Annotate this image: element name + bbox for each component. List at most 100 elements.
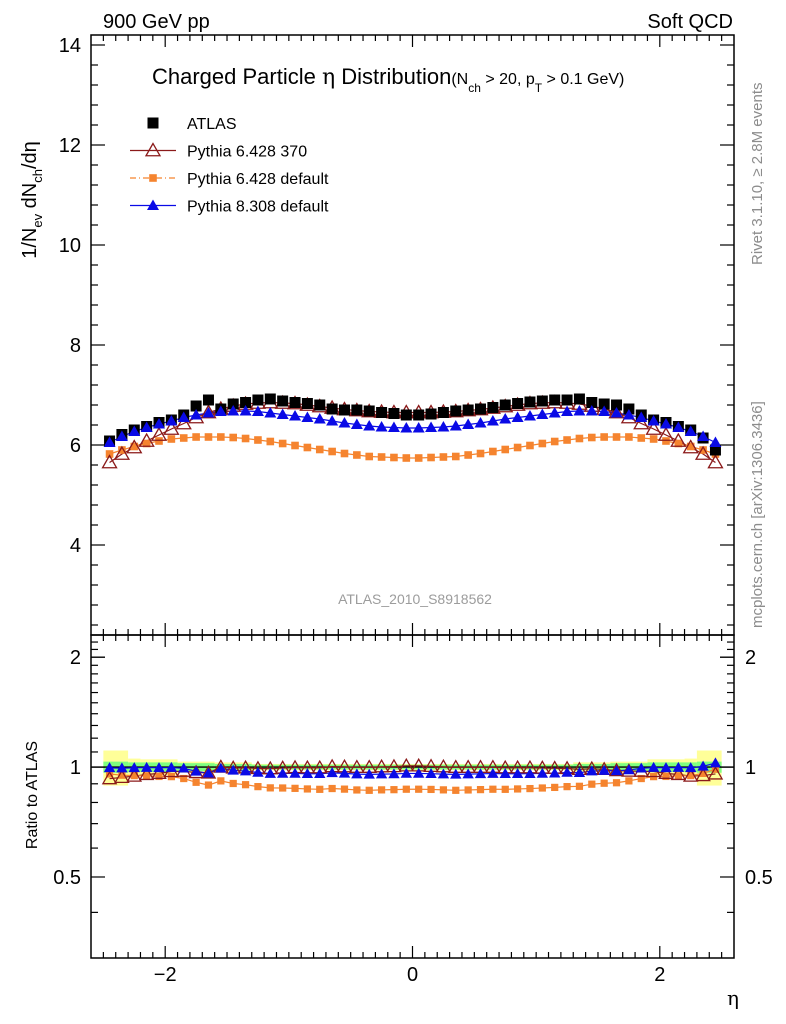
mcplots-label: mcplots.cern.ch [arXiv:1306.3436] [749,401,766,628]
p6_default-point [377,453,386,461]
ratio-plot-frame [90,634,735,959]
ratio-y-tick-label-left: 2 [70,647,81,669]
p6_default-ratio-point [377,786,386,794]
p8-point [622,409,635,420]
p6_default-ratio-point [600,779,608,787]
p6_370-ratio-point [682,768,699,782]
atlas-point [450,405,462,417]
p6_default-ratio-point [415,785,423,793]
p8-point [548,407,561,418]
p8-point [511,411,524,422]
p6_default-ratio-point [303,785,312,793]
p6_370-point [163,420,180,435]
p8-point [177,411,190,422]
p6_default-point [365,452,374,461]
p6_default-ratio-point [365,786,373,794]
atlas-point [202,394,214,406]
ratio-y-tick-label-right: 1 [745,757,756,779]
p6_default-point [439,453,448,461]
p6_default-point [649,435,658,443]
p6_default-ratio-point [588,780,596,788]
p6_default-ratio-point [563,783,571,791]
p8-point [647,415,660,426]
p6_default-ratio-point [130,772,138,780]
p6_default-ratio-point [353,786,361,794]
p6_default-point [699,446,707,454]
p8-ratio-point [128,762,140,773]
p6_370-ratio-point [101,770,118,785]
p6_default-point [612,433,621,441]
p8-ratio-point [351,768,363,779]
atlas-point [586,397,598,408]
p8-ratio-point [499,768,511,779]
p6_default-ratio-point [662,772,670,781]
p6_default-point [278,439,287,448]
p8-ratio-point [400,767,413,778]
p8-ratio-point [116,762,128,773]
axis-ticks [91,35,734,958]
p8-ratio-point [536,767,549,778]
p6_default-ratio-point [513,785,522,793]
p8-point [190,409,203,420]
p6_default-point [575,434,584,443]
p6_default-point [600,433,608,441]
p8-point [338,417,351,428]
p6_default-ratio-point [390,786,398,794]
p8-point [684,425,697,436]
p6_default-point [118,446,126,454]
p8-ratio-point [190,765,202,776]
p6_default-ratio-point [279,784,287,792]
atlas-point [524,396,536,408]
p8-ratio-point [462,768,474,779]
p6_default-ratio-point [476,785,485,794]
p6_default-point [229,433,238,442]
p8-ratio-point [573,766,586,777]
atlas-point [240,397,252,408]
p8-point [313,413,326,424]
p6_default-line [109,436,716,459]
p6_default-ratio-point [204,781,213,789]
p8-point [659,418,672,429]
p6_default-point [427,453,435,462]
p8-point [153,418,166,429]
atlas-point [475,403,487,415]
p8-ratio-point [685,762,697,773]
p6_default-point [155,437,163,445]
p6_default-point [526,441,534,450]
atlas-point [400,409,412,421]
p8-ratio-point [338,767,351,778]
atlas-point [264,393,276,405]
atlas-point [388,408,400,419]
ylabel-sub-ev: ev [30,213,45,227]
atlas-point [512,398,524,409]
p6_default-ratio-point [229,779,237,788]
p8-point [499,413,512,424]
p6_default-point [464,451,472,459]
p8-point [709,436,722,447]
p8-point [227,405,240,416]
p8-point [449,420,462,431]
main-y-tick-label: 14 [59,35,81,57]
p8-ratio-point [326,767,338,778]
p6_default-ratio-point [340,785,349,793]
p8-ratio-point [709,757,722,768]
p8-point [239,405,252,416]
p6_default-ratio-point [526,784,534,793]
p6_default-ratio-point [575,782,584,790]
p6_370-point [200,404,217,419]
p6_default-ratio-point [118,771,126,779]
main-y-tick-label: 8 [70,335,81,357]
p6_default-point [563,436,571,444]
atlas-point [598,398,610,410]
atlas-point [301,398,313,409]
p6_default-ratio-point [241,781,250,789]
p6_370-point [670,432,687,447]
p6_370-point [113,445,131,460]
atlas-point [499,399,511,411]
p6_370-ratio-point [707,765,724,780]
p8-ratio-point [264,767,276,778]
p6_default-ratio-point [464,786,472,794]
ylabel-part-b: dN [19,183,41,214]
title-cut-open: (N [451,71,468,88]
category-label: Soft QCD [647,11,733,33]
